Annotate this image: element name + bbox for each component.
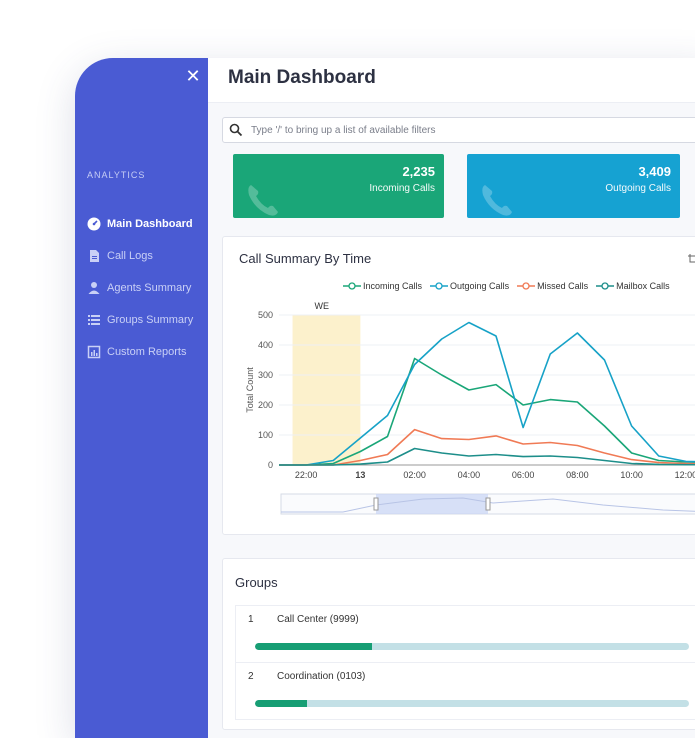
group-index: 1 [248, 614, 254, 625]
weekend-band [292, 315, 361, 465]
group-progress-track [255, 643, 689, 650]
stat-label: Outgoing Calls [605, 183, 671, 194]
legend-item-missed[interactable]: Missed Calls [517, 281, 588, 291]
report-icon [87, 345, 101, 359]
y-tick-label: 200 [258, 400, 273, 410]
stat-card-outgoing[interactable]: 3,409 Outgoing Calls [467, 154, 680, 218]
document-icon [90, 250, 99, 262]
search-icon [229, 123, 243, 137]
series-line [279, 428, 695, 466]
sidebar-item-groups-summary[interactable]: Groups Summary [87, 304, 207, 336]
call-summary-chart: WE 0 100 200 300 400 500 Total Count 22:00 13 02:0… [245, 301, 695, 515]
legend-label: Mailbox Calls [616, 281, 670, 291]
legend-label: Missed Calls [537, 281, 589, 291]
sidebar: ✕ ANALYTICS Main Dashboard Call Logs [75, 58, 208, 738]
sidebar-item-label: Groups Summary [107, 314, 194, 326]
y-tick-label: 500 [258, 310, 273, 320]
stat-card-incoming[interactable]: 2,235 Incoming Calls [233, 154, 444, 218]
y-tick-label: 400 [258, 340, 273, 350]
page-title: Main Dashboard [228, 67, 376, 88]
sidebar-item-label: Call Logs [107, 250, 153, 262]
series-line [279, 357, 695, 466]
groups-title: Groups [235, 575, 278, 590]
x-tick-label: 08:00 [566, 470, 589, 480]
legend-item-mailbox[interactable]: Mailbox Calls [596, 281, 670, 291]
legend-marker [517, 282, 536, 290]
y-tick-label: 100 [258, 430, 273, 440]
legend-item-incoming[interactable]: Incoming Calls [343, 281, 422, 291]
legend-marker [596, 282, 615, 290]
phone-incoming-icon [248, 185, 278, 216]
series-line [279, 447, 695, 466]
zoom-selection [376, 494, 488, 514]
weekend-label: WE [314, 301, 329, 311]
list-icon [88, 315, 100, 325]
sidebar-item-label: Main Dashboard [107, 218, 193, 230]
phone-outgoing-icon [482, 185, 512, 216]
nav-list: Main Dashboard Call Logs Agents Summary [87, 208, 207, 368]
chart-title: Call Summary By Time [239, 251, 372, 266]
chart-legend: Incoming Calls Outgoing Calls Missed Cal… [343, 281, 670, 291]
group-progress-fill [255, 643, 373, 650]
app-window: ✕ ANALYTICS Main Dashboard Call Logs [75, 58, 695, 738]
sidebar-item-label: Custom Reports [107, 346, 187, 358]
zoom-preview-line [281, 497, 695, 513]
x-tick-label: 04:00 [458, 470, 481, 480]
legend-label: Outgoing Calls [450, 281, 510, 291]
legend-item-outgoing[interactable]: Outgoing Calls [430, 281, 509, 291]
group-progress-fill [255, 700, 308, 707]
series-line [279, 321, 695, 466]
x-tick-label: 10:00 [620, 470, 643, 480]
x-tick-label: 22:00 [295, 470, 318, 480]
legend-marker [430, 282, 449, 290]
group-index: 2 [248, 671, 254, 682]
close-icon[interactable]: ✕ [185, 66, 201, 86]
sidebar-item-label: Agents Summary [107, 282, 192, 294]
legend-label: Incoming Calls [363, 281, 423, 291]
sidebar-item-custom-reports[interactable]: Custom Reports [87, 336, 207, 368]
sidebar-item-agents-summary[interactable]: Agents Summary [87, 272, 207, 304]
stat-value: 3,409 [638, 164, 671, 179]
legend-marker [343, 282, 361, 290]
sidebar-item-call-logs[interactable]: Call Logs [87, 240, 207, 272]
gauge-icon [87, 217, 101, 231]
stat-value: 2,235 [402, 164, 435, 179]
y-tick-label: 0 [268, 460, 273, 470]
x-tick-label: 13 [355, 470, 365, 480]
sidebar-item-main-dashboard[interactable]: Main Dashboard [87, 208, 207, 240]
group-row[interactable]: 1 Call Center (9999) [235, 605, 695, 663]
filter-search[interactable] [222, 117, 695, 143]
x-tick-label: 12:00 [675, 470, 695, 480]
stat-label: Incoming Calls [369, 183, 435, 194]
y-tick-label: 300 [258, 370, 273, 380]
nav-section-title: ANALYTICS [87, 170, 146, 180]
main-content: Main Dashboard 2,235 Incoming Calls 3,40… [208, 58, 695, 738]
expand-icon[interactable] [687, 253, 695, 265]
top-bar: Main Dashboard [208, 58, 695, 103]
zoom-handle-right [485, 497, 491, 511]
zoom-handle-left [373, 497, 379, 511]
group-name: Call Center (9999) [277, 614, 359, 625]
x-tick-label: 06:00 [512, 470, 535, 480]
person-icon [88, 282, 100, 294]
group-name: Coordination (0103) [277, 671, 366, 682]
group-progress-track [255, 700, 689, 707]
group-row[interactable]: 2 Coordination (0103) [235, 662, 695, 720]
call-summary-chart-card: WE 0 100 200 300 400 500 Total Count 22:00 13 02:0… [222, 236, 695, 535]
search-input[interactable] [249, 123, 695, 137]
groups-card: Groups 1 Call Center (9999) 2 Coordinati… [222, 558, 695, 730]
y-axis-label: Total Count [245, 367, 255, 413]
x-tick-label: 02:00 [403, 470, 426, 480]
